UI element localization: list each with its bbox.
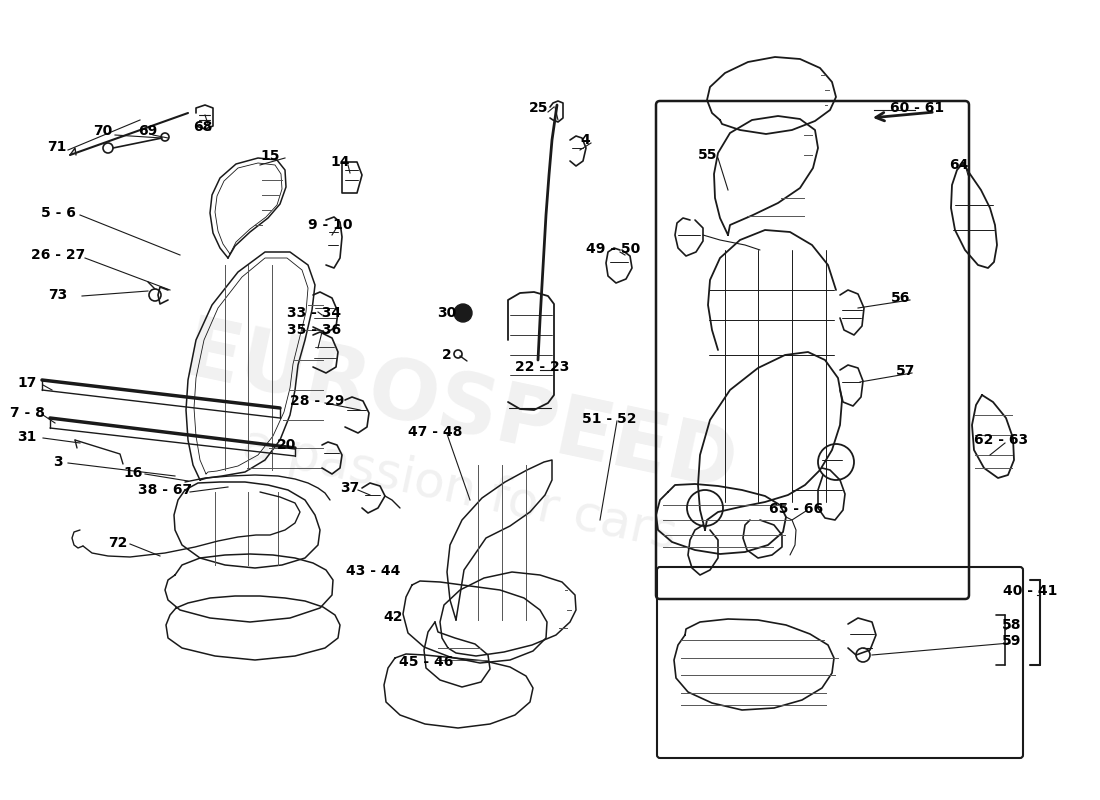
Text: 68: 68	[194, 120, 212, 134]
Text: 22 - 23: 22 - 23	[515, 360, 569, 374]
Text: 71: 71	[47, 140, 67, 154]
Text: 47 - 48: 47 - 48	[408, 425, 462, 439]
Text: 33 - 34: 33 - 34	[287, 306, 341, 320]
Text: 69: 69	[139, 124, 157, 138]
Text: 30: 30	[438, 306, 456, 320]
Text: 70: 70	[94, 124, 112, 138]
Text: 57: 57	[896, 364, 915, 378]
Text: 55: 55	[698, 148, 717, 162]
Text: 35 - 36: 35 - 36	[287, 323, 341, 337]
Text: 60 - 61: 60 - 61	[890, 101, 944, 115]
Text: 16: 16	[123, 466, 143, 480]
Text: 38 - 67: 38 - 67	[138, 483, 192, 497]
Text: 42: 42	[383, 610, 403, 624]
Text: 5 - 6: 5 - 6	[41, 206, 76, 220]
Text: 28 - 29: 28 - 29	[289, 394, 344, 408]
Text: 26 - 27: 26 - 27	[31, 248, 85, 262]
Circle shape	[454, 304, 472, 322]
Text: 62 - 63: 62 - 63	[974, 433, 1028, 447]
Text: 2: 2	[442, 348, 452, 362]
Text: 20: 20	[277, 438, 297, 452]
Text: 3: 3	[53, 455, 63, 469]
Text: 49 - 50: 49 - 50	[586, 242, 640, 256]
Text: 43 - 44: 43 - 44	[345, 564, 400, 578]
Text: 56: 56	[891, 291, 911, 305]
Text: 17: 17	[18, 376, 36, 390]
Text: EUROSPEED: EUROSPEED	[176, 312, 744, 508]
Text: 37: 37	[340, 481, 360, 495]
Text: 15: 15	[261, 149, 279, 163]
Text: 45 - 46: 45 - 46	[399, 655, 453, 669]
Text: 65 - 66: 65 - 66	[769, 502, 823, 516]
Text: 72: 72	[108, 536, 128, 550]
Text: 73: 73	[48, 288, 67, 302]
Text: 58: 58	[1002, 618, 1022, 632]
Text: 7 - 8: 7 - 8	[10, 406, 44, 420]
Text: 4: 4	[580, 133, 590, 147]
Text: 59: 59	[1002, 634, 1022, 648]
Text: 25: 25	[529, 101, 549, 115]
Text: 51 - 52: 51 - 52	[582, 412, 636, 426]
Text: 9 - 10: 9 - 10	[308, 218, 352, 232]
Text: 31: 31	[18, 430, 36, 444]
Text: a passion for cars: a passion for cars	[239, 421, 682, 559]
Text: 40 - 41: 40 - 41	[1003, 584, 1057, 598]
Text: 64: 64	[949, 158, 969, 172]
Text: 14: 14	[330, 155, 350, 169]
